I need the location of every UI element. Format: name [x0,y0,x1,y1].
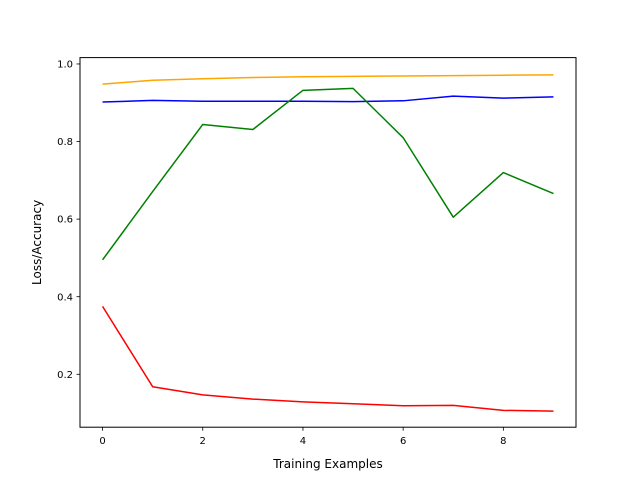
x-tick-label: 2 [200,436,206,447]
x-tick-label: 4 [300,436,306,447]
series-line-1 [102,95,554,103]
y-axis-ticks: 0.2 0.4 0.6 0.8 1.0 [57,60,80,381]
x-tick-label: 6 [400,436,406,447]
series-layer [101,74,554,412]
x-tick-label: 0 [99,436,105,447]
series-line-2 [101,87,554,261]
series-line-0 [102,74,554,85]
series-line-3 [101,306,554,412]
x-tick-label: 8 [500,436,506,447]
y-tick-label: 0.2 [57,370,73,381]
y-tick-label: 0.8 [57,137,73,148]
y-tick-label: 1.0 [57,60,73,71]
y-tick-label: 0.6 [57,215,73,226]
axes-frame [79,57,577,428]
y-tick-label: 0.4 [57,292,73,303]
x-axis-label: Training Examples [272,457,382,471]
x-axis-ticks: 0 2 4 6 8 [99,427,507,447]
y-axis-label: Loss/Accuracy [30,200,44,285]
